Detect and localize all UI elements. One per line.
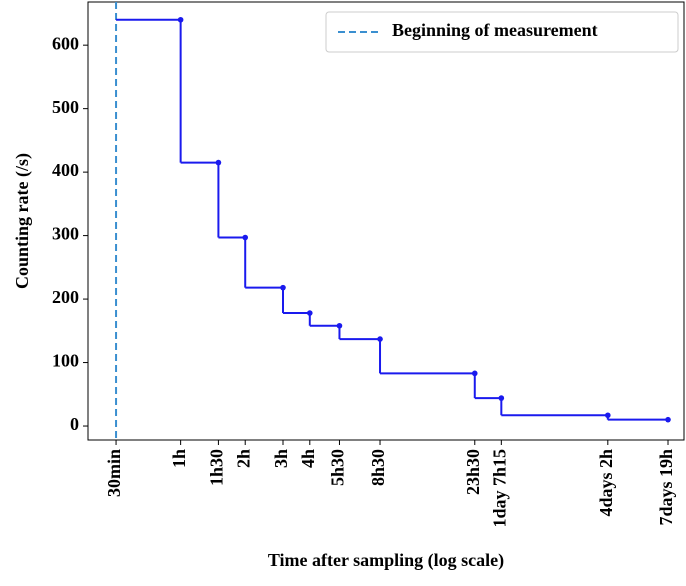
y-tick-label: 100 xyxy=(52,351,79,371)
x-tick-label: 1day 7h15 xyxy=(489,449,509,528)
y-tick-label: 500 xyxy=(52,97,79,117)
y-tick-label: 300 xyxy=(52,224,79,244)
legend-label: Beginning of measurement xyxy=(392,20,598,40)
x-tick-label: 23h30 xyxy=(463,449,483,495)
x-tick-label: 30min xyxy=(104,449,124,497)
y-tick-label: 200 xyxy=(52,287,79,307)
x-axis-label: Time after sampling (log scale) xyxy=(268,550,504,571)
legend-box xyxy=(325,11,679,53)
x-tick-label: 5h30 xyxy=(328,449,348,486)
y-tick-label: 600 xyxy=(52,33,79,53)
x-tick-label: 4h xyxy=(298,449,318,468)
point xyxy=(665,416,671,423)
x-tick-label: 7days 19h xyxy=(656,449,676,526)
plot-frame xyxy=(87,1,685,441)
x-tick-label: 3h xyxy=(271,449,291,468)
x-tick-label: 4days 2h xyxy=(596,449,616,517)
x-tick-label: 8h30 xyxy=(368,449,388,486)
x-tick-label: 2h xyxy=(233,449,253,468)
y-tick-label: 400 xyxy=(52,160,79,180)
x-tick-label: 1h xyxy=(169,449,189,468)
x-tick-label: 1h30 xyxy=(207,449,227,486)
y-axis-label: Counting rate (/s) xyxy=(12,153,33,289)
y-tick-label: 0 xyxy=(70,414,79,434)
